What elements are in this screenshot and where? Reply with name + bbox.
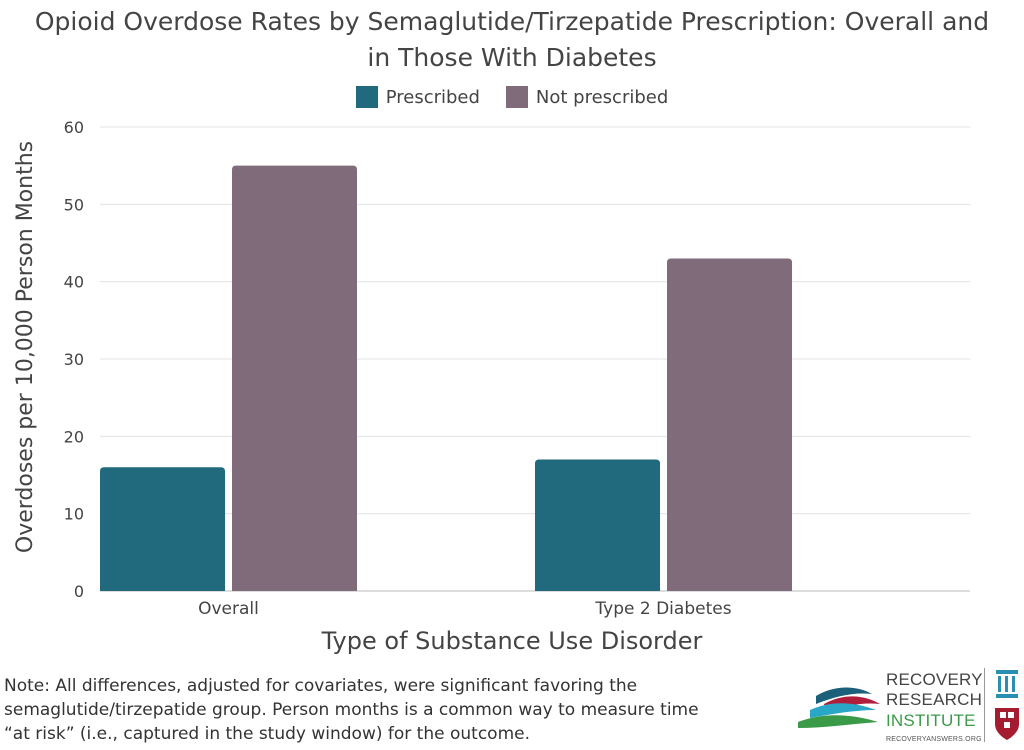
footnote: Note: All differences, adjusted for cova… <box>4 676 699 744</box>
x-axis-label: Type of Substance Use Disorder <box>321 627 703 655</box>
logo-text-institute: INSTITUTE <box>886 711 976 730</box>
logo-url: RECOVERYANSWERS.ORG <box>886 736 982 743</box>
chart-legend: Prescribed Not prescribed <box>0 86 1024 108</box>
institution-emblems-icon <box>995 670 1019 740</box>
legend-swatch-prescribed <box>355 86 378 108</box>
y-tick-label: 0 <box>74 582 84 601</box>
legend-item-prescribed: Prescribed <box>355 86 480 108</box>
x-tick-label: Overall <box>198 599 259 619</box>
x-axis-ticks: Overall Type 2 Diabetes <box>198 599 732 619</box>
bar-chart: 0 10 20 30 40 50 60 Overall Type 2 Diabetes Typ… <box>13 118 970 655</box>
chart-title: Opioid Overdose Rates by Semaglutide/Tir… <box>0 4 1024 76</box>
y-tick-label: 50 <box>64 195 84 214</box>
recovery-research-institute-logo: RECOVERY RESEARCH INSTITUTE RECOVERYANSW… <box>796 666 1024 750</box>
x-tick-label: Type 2 Diabetes <box>594 599 731 619</box>
y-tick-label: 10 <box>64 505 84 524</box>
chart-title-line-1: Opioid Overdose Rates by Semaglutide/Tir… <box>34 7 990 36</box>
bar-prescribed-0 <box>100 467 225 591</box>
y-tick-label: 30 <box>64 350 84 369</box>
y-axis-ticks: 0 10 20 30 40 50 60 <box>64 118 84 601</box>
logo-text-recovery: RECOVERY <box>886 670 983 689</box>
logo-text-research: RESEARCH <box>886 690 983 709</box>
bar-not-prescribed-0 <box>232 165 357 591</box>
logo-swoosh-icon <box>798 687 880 728</box>
logo-divider <box>984 668 985 742</box>
bar-prescribed-1 <box>535 459 660 591</box>
y-axis-label: Overdoses per 10,000 Person Months <box>13 141 38 553</box>
legend-swatch-not-prescribed <box>505 86 528 108</box>
legend-label-prescribed: Prescribed <box>385 86 480 108</box>
bar-not-prescribed-1 <box>667 258 792 591</box>
y-tick-label: 60 <box>64 118 84 137</box>
legend-label-not-prescribed: Not prescribed <box>535 86 669 108</box>
bars <box>100 165 792 591</box>
y-tick-label: 40 <box>64 273 84 292</box>
y-tick-label: 20 <box>64 427 84 446</box>
legend-item-not-prescribed: Not prescribed <box>505 86 669 108</box>
chart-title-line-2: in Those With Diabetes <box>367 43 657 72</box>
